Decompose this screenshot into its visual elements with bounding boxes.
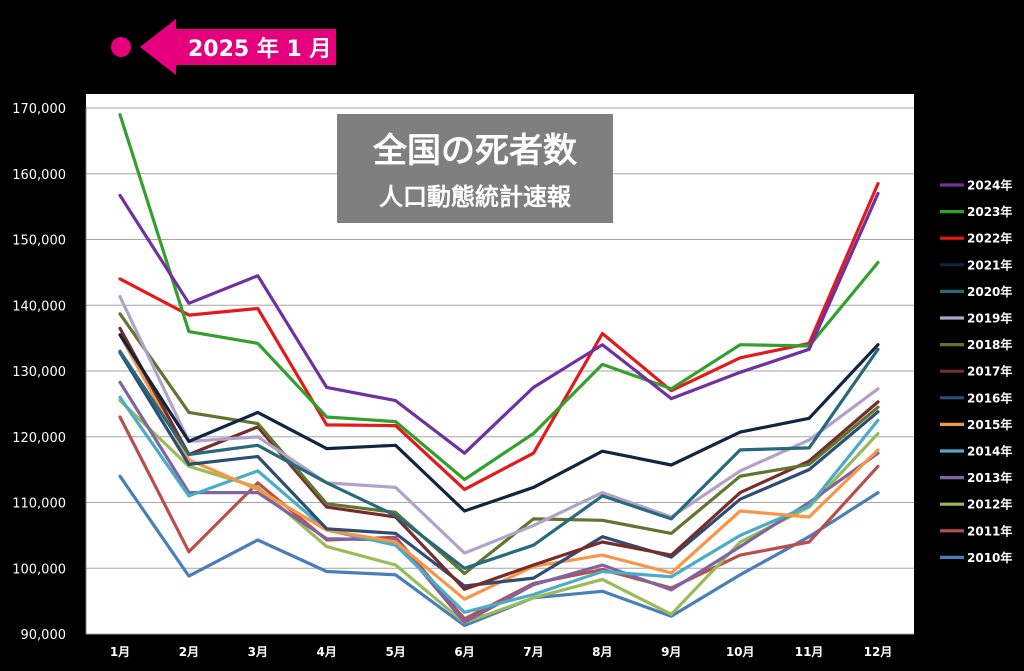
x-axis-ticks: 1月 2月 3月 4月 5月 6月 7月 8月 9月 10月 11月 12月: [110, 645, 893, 659]
legend-label: 2012年: [967, 497, 1012, 512]
date-marker-dot: [111, 37, 131, 57]
legend-label: 2017年: [967, 364, 1012, 379]
legend-label: 2023年: [967, 204, 1012, 219]
title-box: [337, 114, 613, 223]
legend: 2024年 2023年 2022年 2021年 2020年 2019年 2018年 2017年…: [940, 178, 1012, 565]
date-label: 2025 年 1 月: [188, 36, 332, 62]
y-tick-label: 90,000: [21, 628, 67, 643]
legend-label: 2013年: [967, 470, 1012, 485]
series-line-2021年: [118, 333, 880, 513]
legend-label: 2022年: [967, 231, 1012, 246]
series-line-2023年: [118, 112, 880, 482]
series-line-2018年: [118, 312, 880, 576]
gridlines: [85, 107, 914, 635]
series-line-2020年: [118, 347, 880, 570]
y-tick-label: 140,000: [12, 299, 66, 314]
series-line-2022年: [118, 182, 880, 491]
series-line-2014年: [118, 395, 880, 614]
legend-label: 2021年: [967, 257, 1012, 272]
legend-label: 2010年: [967, 550, 1012, 565]
series-line-2017年: [118, 326, 880, 591]
y-axis-ticks: 90,000 100,000 110,000 120,000 130,000 140,00…: [12, 102, 66, 643]
legend-label: 2020年: [967, 284, 1012, 299]
y-tick-label: 170,000: [12, 102, 66, 117]
legend-label: 2018年: [967, 337, 1012, 352]
x-tick-label: 10月: [726, 645, 755, 659]
series-line-2016年: [118, 351, 880, 588]
legend-label: 2016年: [967, 390, 1012, 405]
chart-title: 全国の死者数: [372, 131, 577, 171]
x-tick-label: 9月: [661, 645, 681, 659]
legend-label: 2024年: [967, 178, 1012, 193]
x-tick-label: 5月: [385, 645, 405, 659]
x-tick-label: 7月: [523, 645, 543, 659]
x-tick-label: 4月: [317, 645, 337, 659]
x-tick-label: 2月: [179, 645, 199, 659]
y-tick-label: 120,000: [12, 431, 66, 446]
series-lines: [118, 112, 880, 628]
y-tick-label: 100,000: [12, 562, 66, 577]
x-tick-label: 8月: [592, 645, 612, 659]
legend-label: 2019年: [967, 311, 1012, 326]
series-line-2019年: [118, 295, 880, 555]
y-tick-label: 160,000: [12, 168, 66, 183]
x-tick-label: 3月: [248, 645, 268, 659]
x-tick-label: 12月: [864, 645, 893, 659]
x-tick-label: 6月: [454, 645, 474, 659]
series-line-2024年: [118, 191, 880, 455]
series-line-2011年: [118, 415, 880, 621]
legend-label: 2011年: [967, 523, 1012, 538]
legend-label: 2014年: [967, 444, 1012, 459]
y-tick-label: 150,000: [12, 234, 66, 249]
chart-subtitle: 人口動態統計速報: [379, 183, 572, 211]
y-tick-label: 130,000: [12, 365, 66, 380]
legend-label: 2015年: [967, 417, 1012, 432]
x-tick-label: 11月: [795, 645, 824, 659]
y-tick-label: 110,000: [12, 497, 66, 512]
date-arrow-banner: [140, 19, 336, 75]
x-tick-label: 1月: [110, 645, 130, 659]
